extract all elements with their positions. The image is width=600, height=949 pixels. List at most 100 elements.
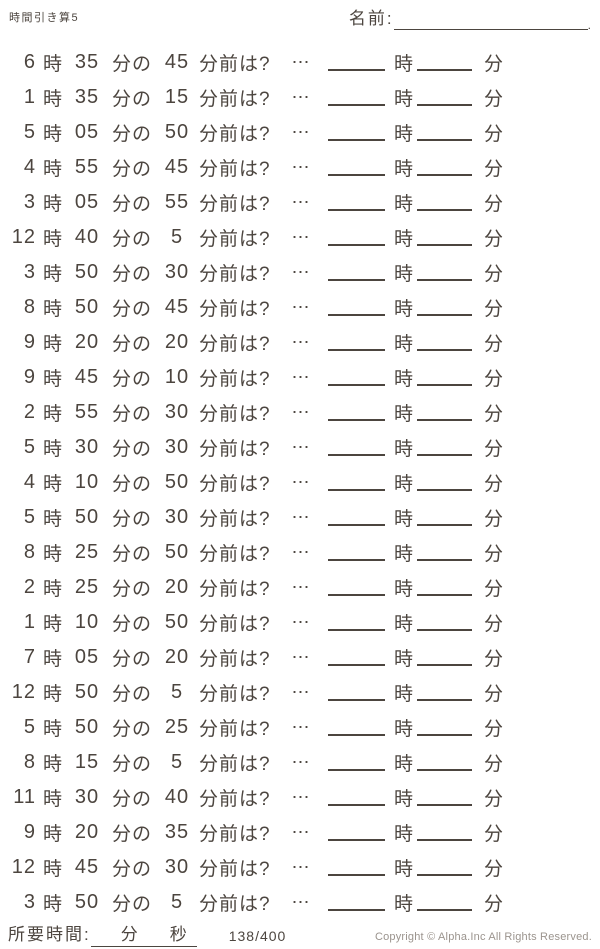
ellipsis: ⋯ bbox=[291, 332, 311, 352]
ellipsis: ⋯ bbox=[291, 752, 311, 772]
problem-row: 9 時 45 分の 10 分前は? ⋯ 時 分 bbox=[5, 360, 595, 395]
answer-hour-blank[interactable] bbox=[328, 605, 385, 631]
answer-hour-label: 時 bbox=[394, 264, 414, 285]
minute-unit-label: 分の bbox=[111, 194, 152, 215]
problem-row: 6 時 35 分の 45 分前は? ⋯ 時 分 bbox=[5, 45, 595, 80]
answer-hour-blank[interactable] bbox=[328, 115, 385, 141]
answer-minute-label: 分 bbox=[484, 789, 504, 810]
answer-hour-blank[interactable] bbox=[328, 780, 385, 806]
answer-hour-blank[interactable] bbox=[328, 535, 385, 561]
answer-minute-blank[interactable] bbox=[417, 885, 473, 911]
answer-hour-blank[interactable] bbox=[328, 185, 385, 211]
answer-minute-blank[interactable] bbox=[417, 220, 473, 246]
problem-row: 8 時 25 分の 50 分前は? ⋯ 時 分 bbox=[5, 535, 595, 570]
answer-minute-blank[interactable] bbox=[417, 255, 473, 281]
answer-hour-label: 時 bbox=[394, 544, 414, 565]
problem-subtract: 5 bbox=[170, 751, 184, 773]
ellipsis: ⋯ bbox=[291, 647, 311, 667]
answer-hour-blank[interactable] bbox=[328, 570, 385, 596]
answer-hour-blank[interactable] bbox=[328, 465, 385, 491]
answer-minute-blank[interactable] bbox=[417, 115, 473, 141]
answer-hour-blank[interactable] bbox=[328, 500, 385, 526]
answer-minute-blank[interactable] bbox=[417, 815, 473, 841]
answer-hour-blank[interactable] bbox=[328, 220, 385, 246]
answer-minute-label: 分 bbox=[484, 544, 504, 565]
answer-hour-blank[interactable] bbox=[328, 325, 385, 351]
answer-hour-blank[interactable] bbox=[328, 710, 385, 736]
duration-blank-line[interactable]: 分 秒 bbox=[90, 923, 197, 947]
problem-hour: 5 bbox=[23, 716, 36, 738]
problem-subtract: 30 bbox=[164, 856, 190, 878]
answer-hour-label: 時 bbox=[394, 579, 414, 600]
answer-minute-blank[interactable] bbox=[417, 325, 473, 351]
answer-minute-blank[interactable] bbox=[417, 290, 473, 316]
answer-hour-blank[interactable] bbox=[328, 850, 385, 876]
answer-hour-blank[interactable] bbox=[328, 815, 385, 841]
answer-minute-blank[interactable] bbox=[417, 745, 473, 771]
answer-minute-blank[interactable] bbox=[417, 570, 473, 596]
answer-hour-blank[interactable] bbox=[328, 150, 385, 176]
problem-hour: 3 bbox=[23, 191, 36, 213]
problem-subtract: 50 bbox=[164, 611, 190, 633]
answer-minute-blank[interactable] bbox=[417, 80, 473, 106]
hour-unit-label: 時 bbox=[42, 474, 62, 495]
answer-minute-blank[interactable] bbox=[417, 45, 473, 71]
problem-hour: 12 bbox=[11, 681, 36, 703]
problem-hour: 9 bbox=[23, 331, 36, 353]
name-blank-line[interactable] bbox=[393, 11, 588, 30]
hour-unit-label: 時 bbox=[42, 194, 62, 215]
problem-row: 9 時 20 分の 20 分前は? ⋯ 時 分 bbox=[5, 325, 595, 360]
minute-unit-label: 分の bbox=[111, 369, 152, 390]
minute-unit-label: 分の bbox=[111, 229, 152, 250]
answer-hour-label: 時 bbox=[394, 859, 414, 880]
problem-subtract: 10 bbox=[164, 366, 190, 388]
answer-minute-label: 分 bbox=[484, 719, 504, 740]
minute-unit-label: 分の bbox=[111, 719, 152, 740]
answer-minute-blank[interactable] bbox=[417, 150, 473, 176]
answer-minute-blank[interactable] bbox=[417, 535, 473, 561]
answer-hour-label: 時 bbox=[394, 89, 414, 110]
answer-minute-label: 分 bbox=[484, 684, 504, 705]
answer-hour-blank[interactable] bbox=[328, 360, 385, 386]
answer-hour-blank[interactable] bbox=[328, 885, 385, 911]
answer-minute-label: 分 bbox=[484, 334, 504, 355]
ellipsis: ⋯ bbox=[291, 682, 311, 702]
answer-minute-blank[interactable] bbox=[417, 780, 473, 806]
answer-minute-blank[interactable] bbox=[417, 605, 473, 631]
answer-hour-blank[interactable] bbox=[328, 255, 385, 281]
problem-subtract: 50 bbox=[164, 541, 190, 563]
answer-minute-blank[interactable] bbox=[417, 850, 473, 876]
problem-hour: 7 bbox=[23, 646, 36, 668]
answer-hour-blank[interactable] bbox=[328, 640, 385, 666]
answer-hour-blank[interactable] bbox=[328, 395, 385, 421]
answer-hour-blank[interactable] bbox=[328, 290, 385, 316]
answer-hour-blank[interactable] bbox=[328, 45, 385, 71]
answer-hour-blank[interactable] bbox=[328, 745, 385, 771]
answer-minute-blank[interactable] bbox=[417, 640, 473, 666]
answer-hour-blank[interactable] bbox=[328, 430, 385, 456]
answer-minute-blank[interactable] bbox=[417, 675, 473, 701]
hour-unit-label: 時 bbox=[42, 824, 62, 845]
answer-minute-blank[interactable] bbox=[417, 710, 473, 736]
before-question-label: 分前は? bbox=[199, 159, 271, 180]
answer-hour-blank[interactable] bbox=[328, 80, 385, 106]
ellipsis: ⋯ bbox=[291, 787, 311, 807]
minute-unit-label: 分の bbox=[111, 474, 152, 495]
answer-hour-label: 時 bbox=[394, 614, 414, 635]
answer-minute-blank[interactable] bbox=[417, 185, 473, 211]
answer-minute-label: 分 bbox=[484, 369, 504, 390]
before-question-label: 分前は? bbox=[199, 719, 271, 740]
answer-minute-blank[interactable] bbox=[417, 500, 473, 526]
minute-unit-label: 分の bbox=[111, 404, 152, 425]
answer-minute-blank[interactable] bbox=[417, 465, 473, 491]
answer-hour-blank[interactable] bbox=[328, 675, 385, 701]
ellipsis: ⋯ bbox=[291, 472, 311, 492]
minute-unit-label: 分の bbox=[111, 684, 152, 705]
answer-minute-blank[interactable] bbox=[417, 395, 473, 421]
minute-unit-label: 分の bbox=[111, 299, 152, 320]
answer-minute-blank[interactable] bbox=[417, 360, 473, 386]
answer-minute-blank[interactable] bbox=[417, 430, 473, 456]
hour-unit-label: 時 bbox=[42, 124, 62, 145]
minute-unit-label: 分の bbox=[111, 509, 152, 530]
